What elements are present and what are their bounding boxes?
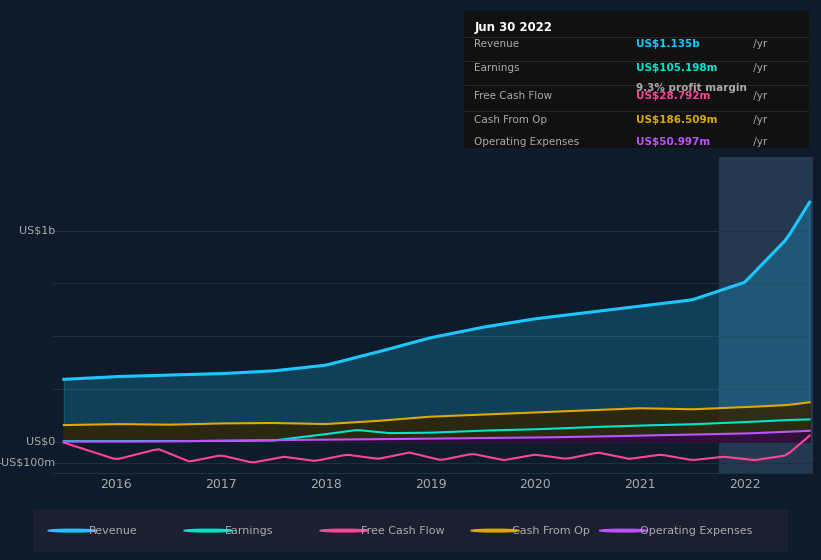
Circle shape xyxy=(184,529,232,532)
Circle shape xyxy=(599,529,648,532)
Text: US$0: US$0 xyxy=(26,437,56,446)
Text: Earnings: Earnings xyxy=(475,63,520,73)
Text: Operating Expenses: Operating Expenses xyxy=(640,526,753,535)
Text: Operating Expenses: Operating Expenses xyxy=(475,137,580,147)
Text: Cash From Op: Cash From Op xyxy=(475,115,548,125)
Text: Cash From Op: Cash From Op xyxy=(511,526,589,535)
Text: Free Cash Flow: Free Cash Flow xyxy=(475,91,553,101)
Circle shape xyxy=(471,529,519,532)
Text: Jun 30 2022: Jun 30 2022 xyxy=(475,21,553,34)
Text: /yr: /yr xyxy=(750,63,768,73)
Text: -US$100m: -US$100m xyxy=(0,458,56,468)
Text: /yr: /yr xyxy=(750,39,768,49)
Text: Revenue: Revenue xyxy=(89,526,137,535)
Text: /yr: /yr xyxy=(750,115,768,125)
Text: /yr: /yr xyxy=(750,91,768,101)
Bar xyxy=(718,157,813,473)
Text: Free Cash Flow: Free Cash Flow xyxy=(360,526,444,535)
Text: Earnings: Earnings xyxy=(225,526,273,535)
Text: US$50.997m: US$50.997m xyxy=(636,137,710,147)
Text: US$186.509m: US$186.509m xyxy=(636,115,718,125)
Text: US$1b: US$1b xyxy=(19,226,56,236)
Circle shape xyxy=(320,529,368,532)
Text: 9.3% profit margin: 9.3% profit margin xyxy=(636,82,747,92)
Text: US$105.198m: US$105.198m xyxy=(636,63,718,73)
Text: US$28.792m: US$28.792m xyxy=(636,91,711,101)
Circle shape xyxy=(48,529,96,532)
Text: Revenue: Revenue xyxy=(475,39,520,49)
Text: US$1.135b: US$1.135b xyxy=(636,39,700,49)
Text: /yr: /yr xyxy=(750,137,768,147)
